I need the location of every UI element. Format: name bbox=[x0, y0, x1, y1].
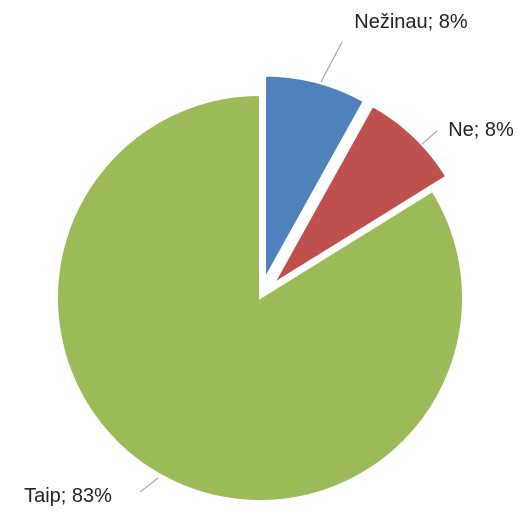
pie-slice bbox=[264, 74, 366, 283]
data-label: Taip; 83% bbox=[24, 485, 112, 507]
data-label: Ne; 8% bbox=[448, 119, 514, 141]
pie-slice bbox=[56, 93, 464, 502]
leader-line bbox=[320, 41, 343, 83]
pie-slice bbox=[271, 104, 448, 287]
data-label: Nežinau; 8% bbox=[354, 11, 468, 33]
leader-line bbox=[421, 130, 438, 145]
leader-line bbox=[139, 477, 159, 493]
